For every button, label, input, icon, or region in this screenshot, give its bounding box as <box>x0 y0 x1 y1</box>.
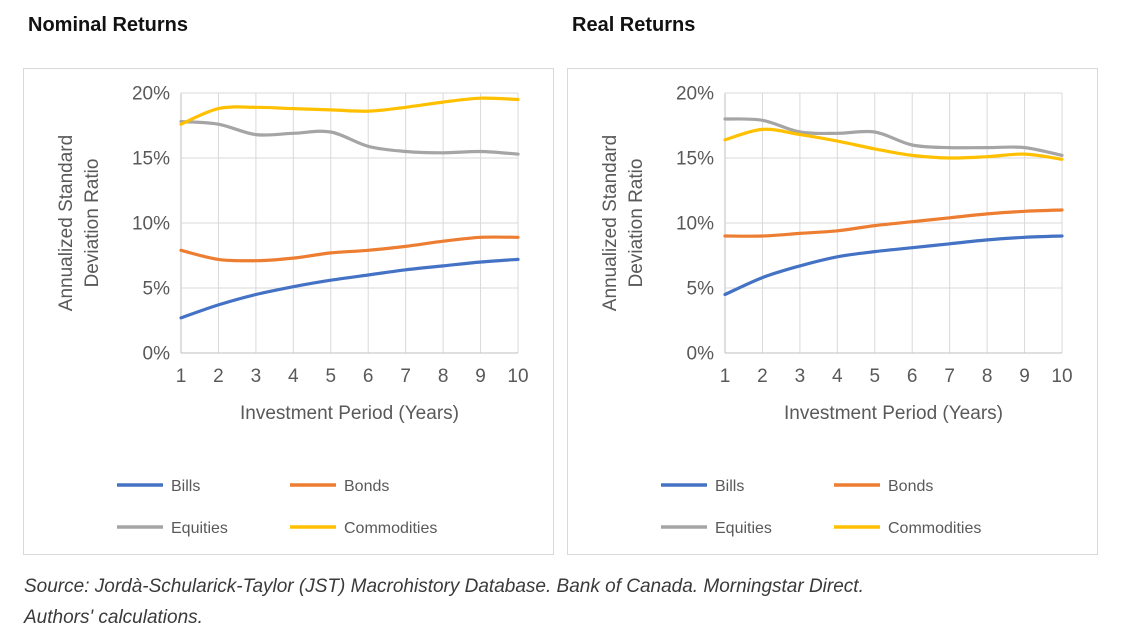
x-tick-label: 10 <box>507 366 528 387</box>
x-axis-title: Investment Period (Years) <box>240 403 459 424</box>
source-note: Source: Jordà-Schularick-Taylor (JST) Ma… <box>24 571 1124 633</box>
y-tick-label: 15% <box>132 149 170 170</box>
legend-label-bills: Bills <box>715 478 744 495</box>
nominal-returns-section: Nominal Returns 0% 5% 10% 15% 20% 1 2 3 4 5 6 7 8 9 10… <box>23 12 554 555</box>
x-tick-label: 9 <box>1019 366 1030 387</box>
chart-title-nominal: Nominal Returns <box>28 14 189 36</box>
legend-label-equities: Equities <box>171 520 228 537</box>
x-tick-label: 5 <box>325 366 336 387</box>
legend-item-equities: Equities <box>117 520 228 537</box>
x-tick-label: 7 <box>944 366 955 387</box>
series-line-bills <box>179 257 520 320</box>
y-tick-label: 10% <box>676 214 714 235</box>
x-axis-title: Investment Period (Years) <box>784 403 1003 424</box>
legend-item-bills: Bills <box>661 478 744 495</box>
legend-item-bonds: Bonds <box>290 478 389 495</box>
series-line-bonds <box>179 235 520 263</box>
legend-item-bills: Bills <box>117 478 200 495</box>
x-tick-label: 2 <box>757 366 768 387</box>
y-axis-title-line1: Annualized Standard <box>600 135 621 311</box>
x-tick-label: 2 <box>213 366 224 387</box>
y-axis-title-line2: Deviation Ratio <box>82 159 103 288</box>
x-tick-label: 3 <box>251 366 262 387</box>
legend-item-bonds: Bonds <box>834 478 933 495</box>
chart-title-real: Real Returns <box>572 14 696 36</box>
y-tick-label: 20% <box>676 84 714 105</box>
real-returns-section: Real Returns 0% 5% 10% 15% 20% 1 2 3 4 5 6 7 8 9 10 Inv… <box>567 12 1098 555</box>
x-tick-label: 6 <box>907 366 918 387</box>
x-tick-label: 1 <box>176 366 187 387</box>
y-tick-label: 5% <box>143 279 171 300</box>
y-tick-label: 10% <box>132 214 170 235</box>
real-returns-chart: 0% 5% 10% 15% 20% 1 2 3 4 5 6 7 8 9 10 Investment Perio… <box>600 84 1073 538</box>
source-note-line1: Source: Jordà-Schularick-Taylor (JST) Ma… <box>24 576 864 597</box>
charts-row: Nominal Returns 0% 5% 10% 15% 20% 1 2 3 4 5 6 7 8 9 10… <box>23 12 1098 555</box>
series-line-commodities <box>179 96 520 126</box>
legend-label-commodities: Commodities <box>344 520 437 537</box>
legend-item-commodities: Commodities <box>834 520 981 537</box>
y-tick-label: 20% <box>132 84 170 105</box>
x-tick-label: 8 <box>982 366 993 387</box>
x-tick-label: 10 <box>1051 366 1072 387</box>
y-tick-label: 15% <box>676 149 714 170</box>
y-axis-title-line1: Annualized Standard <box>56 135 77 311</box>
x-tick-label: 4 <box>832 366 843 387</box>
series-line-equities <box>179 120 520 156</box>
y-tick-label: 0% <box>143 344 171 365</box>
x-tick-label: 8 <box>438 366 449 387</box>
y-axis-title-line2: Deviation Ratio <box>626 159 647 288</box>
x-tick-label: 7 <box>400 366 411 387</box>
series-line-bonds <box>723 208 1064 238</box>
y-tick-label: 0% <box>687 344 715 365</box>
x-tick-label: 3 <box>795 366 806 387</box>
series-line-bills <box>723 234 1064 297</box>
legend-item-equities: Equities <box>661 520 772 537</box>
series-line-equities <box>723 117 1064 157</box>
legend-label-bonds: Bonds <box>888 478 933 495</box>
legend-label-bonds: Bonds <box>344 478 389 495</box>
x-tick-label: 4 <box>288 366 299 387</box>
x-tick-label: 9 <box>475 366 486 387</box>
real-returns-panel: 0% 5% 10% 15% 20% 1 2 3 4 5 6 7 8 9 10 Investment Perio… <box>567 68 1098 555</box>
x-tick-label: 6 <box>363 366 374 387</box>
x-tick-label: 5 <box>869 366 880 387</box>
y-tick-label: 5% <box>687 279 715 300</box>
legend-label-bills: Bills <box>171 478 200 495</box>
source-note-line2: Authors' calculations. <box>24 607 203 628</box>
x-tick-label: 1 <box>720 366 731 387</box>
legend-label-equities: Equities <box>715 520 772 537</box>
nominal-returns-chart: 0% 5% 10% 15% 20% 1 2 3 4 5 6 7 8 9 10 Investment Perio… <box>56 84 529 538</box>
series-line-commodities <box>723 127 1064 161</box>
nominal-returns-panel: 0% 5% 10% 15% 20% 1 2 3 4 5 6 7 8 9 10 Investment Perio… <box>23 68 554 555</box>
legend-item-commodities: Commodities <box>290 520 437 537</box>
legend-label-commodities: Commodities <box>888 520 981 537</box>
